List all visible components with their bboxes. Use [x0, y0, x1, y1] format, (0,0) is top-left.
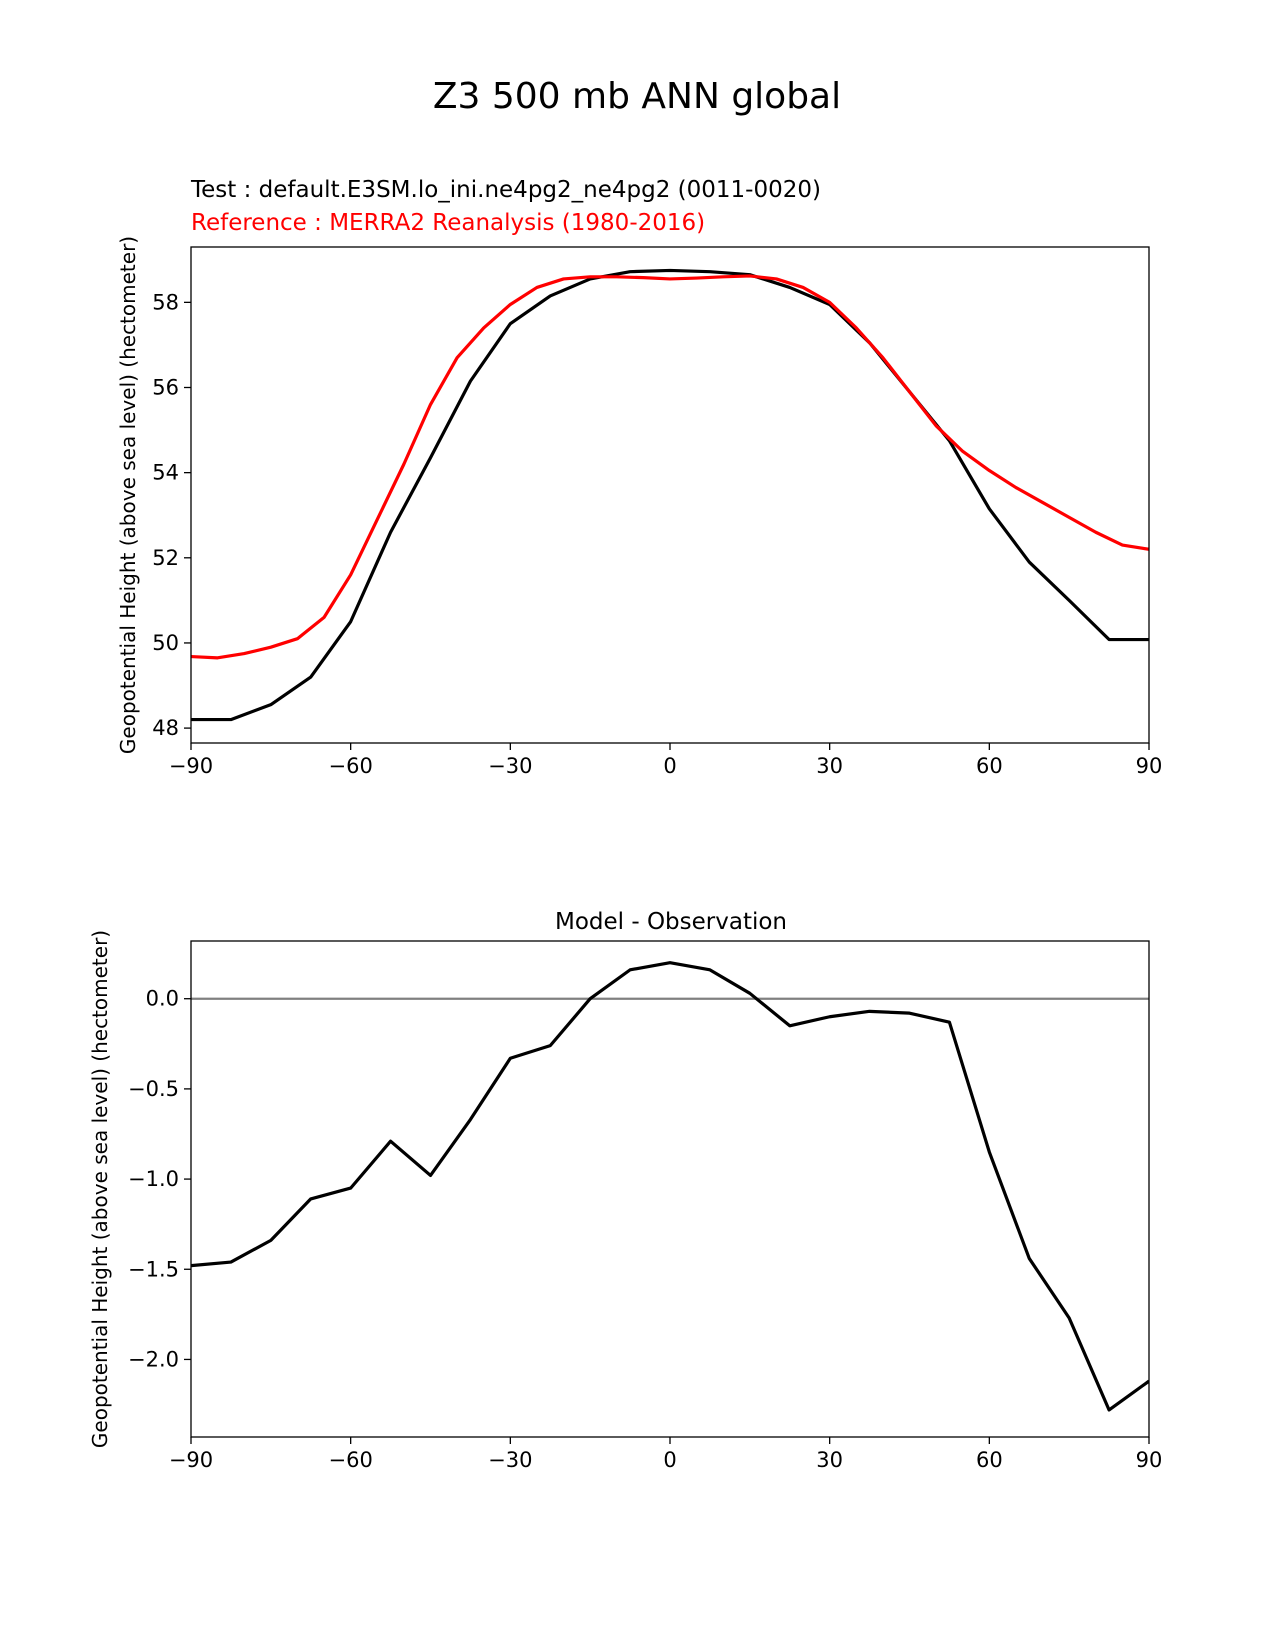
top-y-tick-label: 54 — [152, 461, 179, 485]
figure-suptitle: Z3 500 mb ANN global — [433, 76, 841, 117]
top-y-axis-label: Geopotential Height (above sea level) (h… — [116, 236, 140, 754]
top-series-line-test — [191, 268, 1149, 722]
bottom-x-tick-label: −90 — [169, 1448, 213, 1472]
bottom-y-tick-label: −0.5 — [128, 1077, 179, 1101]
top-y-tick-label: 48 — [152, 716, 179, 740]
top-y-tick-label: 50 — [152, 631, 179, 655]
top-axes-frame — [190, 246, 1150, 744]
bottom-y-tick-label: 0.0 — [146, 987, 179, 1011]
top-x-tick-label: 30 — [816, 754, 843, 778]
top-y-tick-label: 58 — [152, 290, 179, 314]
top-x-tick-label: 0 — [663, 754, 676, 778]
bottom-panel-title: Model - Observation — [555, 909, 787, 935]
top-y-tick-label: 56 — [152, 375, 179, 399]
top-x-tick-label: −60 — [329, 754, 373, 778]
bottom-x-tick-label: 30 — [816, 1448, 843, 1472]
bottom-panel: Model - Observation −90 −60 −30 0 30 60 900.0−… — [88, 909, 1162, 1472]
top-panel-reference-title: Reference : MERRA2 Reanalysis (1980-2016… — [191, 210, 705, 236]
bottom-plot-area: −90 −60 −30 0 30 60 90 0.0 −0.5 −1.0 −1.5 −2.0 Geopo… — [88, 930, 1162, 1472]
top-y-tick-label: 52 — [152, 546, 179, 570]
bottom-y-tick-label: −1.5 — [128, 1257, 179, 1281]
bottom-x-tick-label: 60 — [976, 1448, 1003, 1472]
top-plot-area: −90 −60 −30 0 30 60 90 48 50 52 54 56 58 Geopotential… — [116, 236, 1162, 778]
bottom-y-tick-label: −2.0 — [128, 1347, 179, 1371]
bottom-series-line-model-observation — [191, 961, 1149, 1412]
bottom-x-tick-label: −30 — [488, 1448, 532, 1472]
bottom-axes-frame — [190, 940, 1150, 1438]
bottom-y-axis-label: Geopotential Height (above sea level) (h… — [88, 930, 112, 1448]
bottom-x-tick-label: 0 — [663, 1448, 676, 1472]
top-panel: Test : default.E3SM.lo_ini.ne4pg2_ne4pg2… — [116, 177, 1162, 778]
top-series-line-reference — [191, 274, 1149, 660]
bottom-y-tick-label: −1.0 — [128, 1167, 179, 1191]
top-x-tick-label: −90 — [169, 754, 213, 778]
top-x-tick-label: −30 — [488, 754, 532, 778]
top-x-tick-label: 90 — [1136, 754, 1163, 778]
top-panel-test-title: Test : default.E3SM.lo_ini.ne4pg2_ne4pg2… — [190, 177, 821, 203]
top-x-tick-label: 60 — [976, 754, 1003, 778]
bottom-x-tick-label: 90 — [1136, 1448, 1163, 1472]
bottom-x-tick-label: −60 — [329, 1448, 373, 1472]
